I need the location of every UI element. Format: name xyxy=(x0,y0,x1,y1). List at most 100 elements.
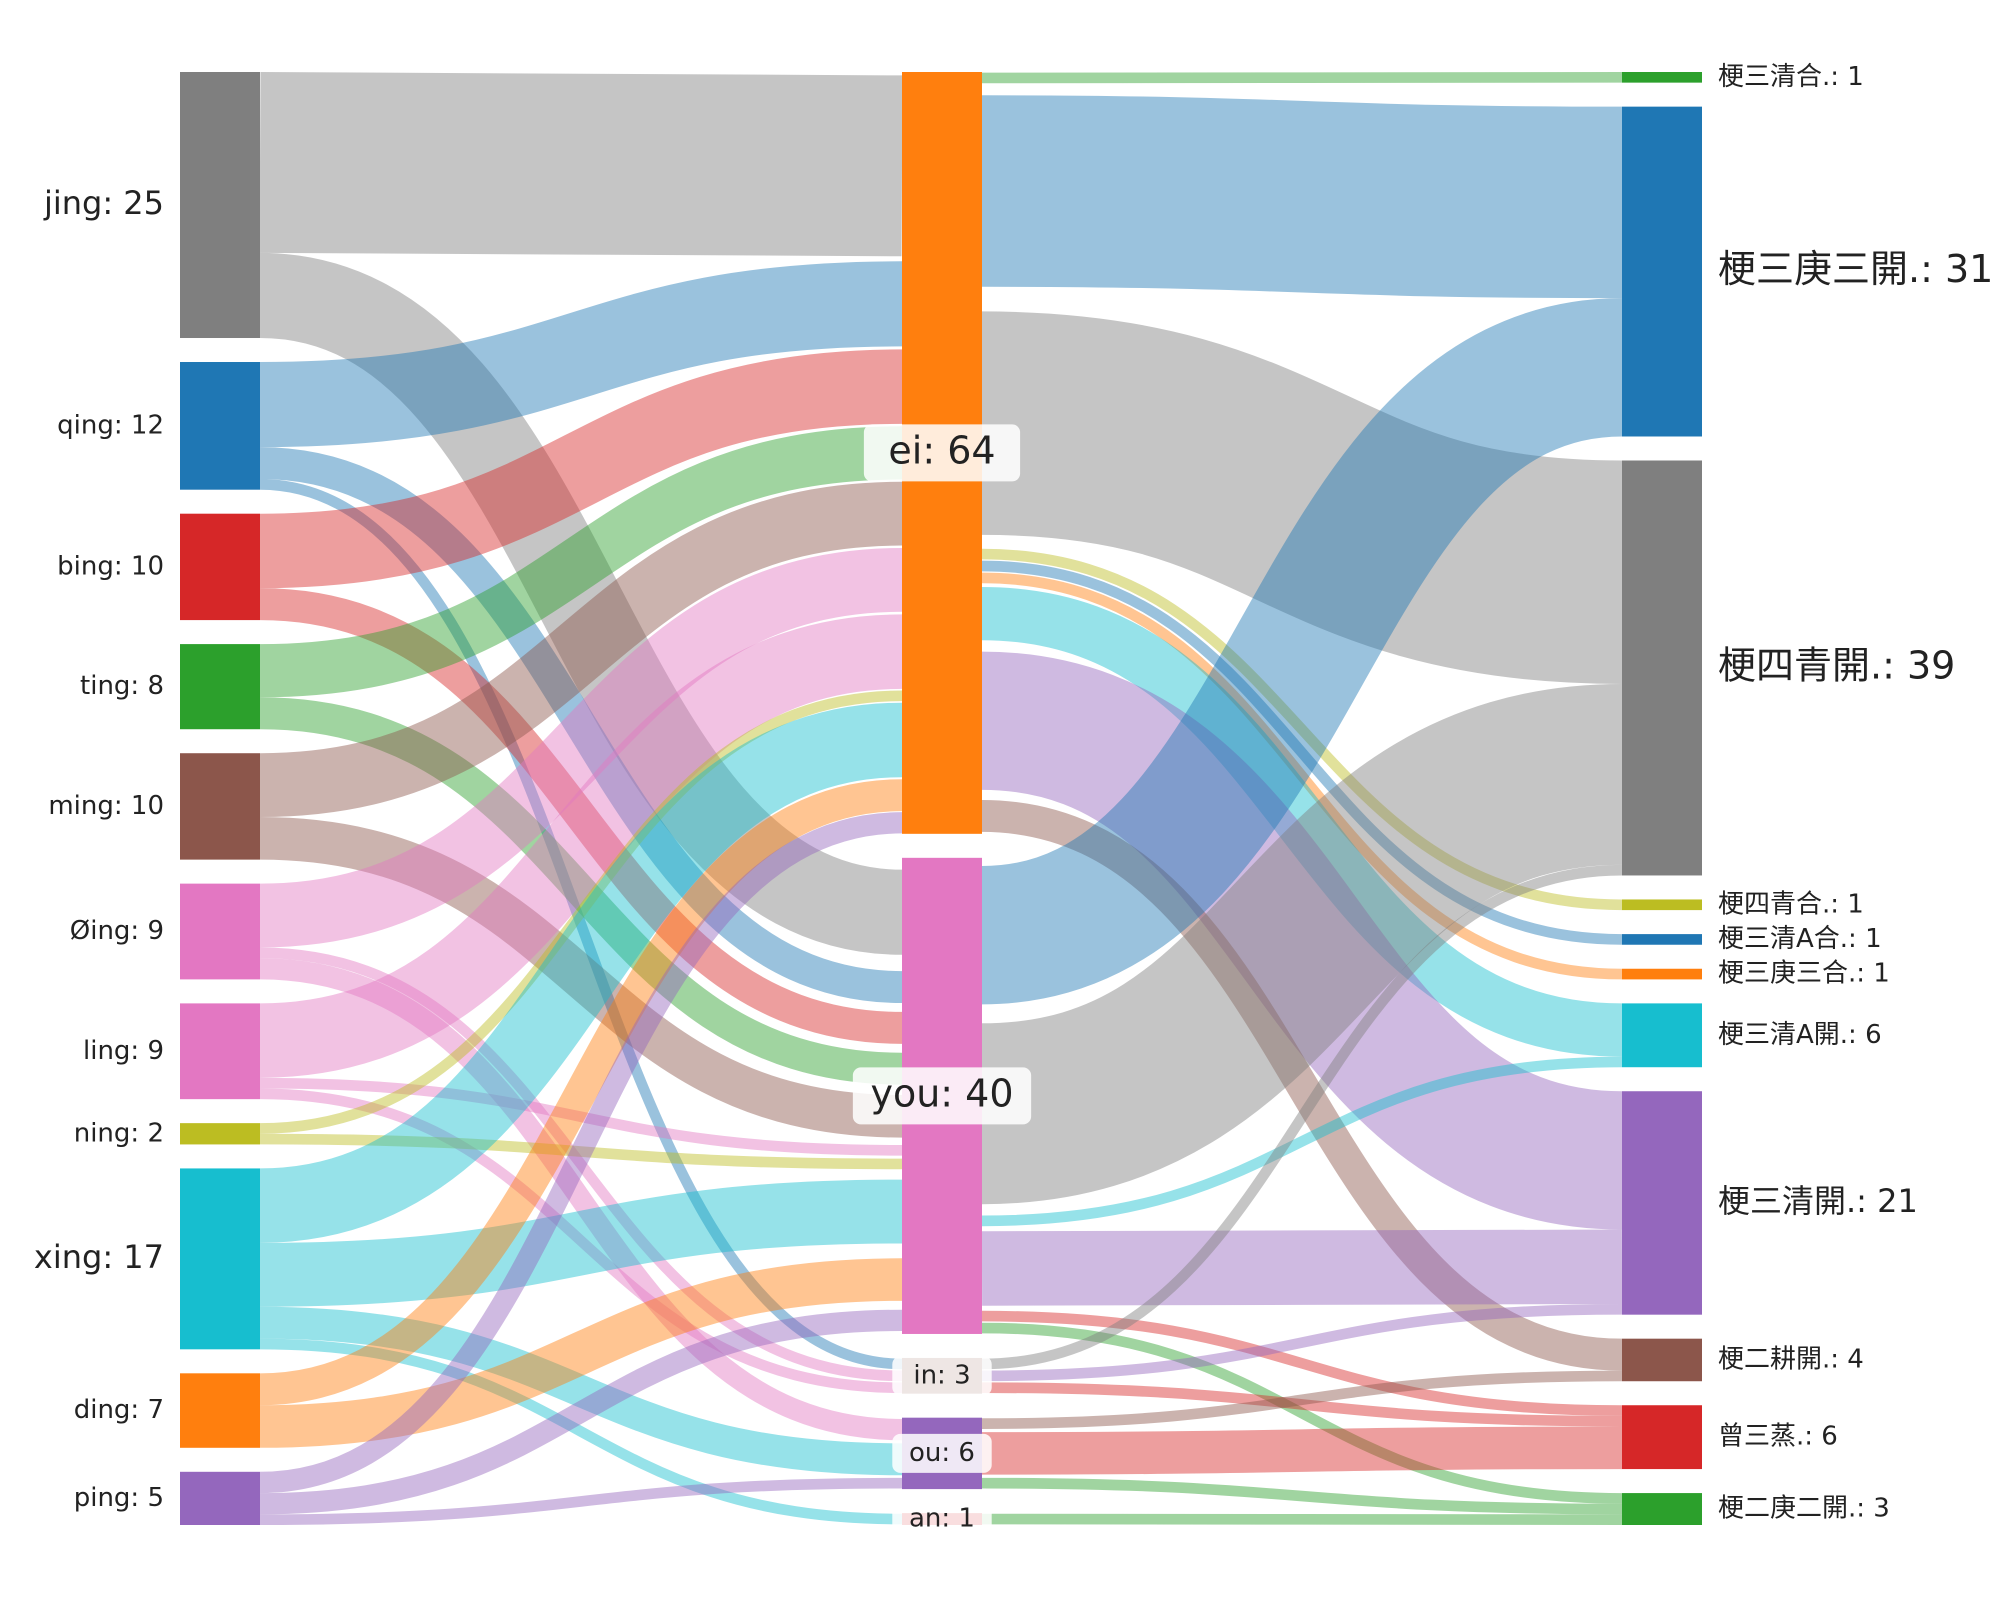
link-ei-r_erkeng xyxy=(981,800,1623,1371)
sankey-links xyxy=(258,72,1625,1526)
link-ei-r_genghe xyxy=(981,572,1623,980)
link-you-r_siqing xyxy=(979,683,1625,1205)
link-you-r_zeng xyxy=(981,1310,1623,1416)
node-label-ei: ei: 64 xyxy=(888,428,995,472)
link-qing-in xyxy=(259,479,903,1370)
node-ding xyxy=(180,1373,260,1448)
link-ei-r_siqing xyxy=(981,311,1623,684)
node-label-r_zeng: 曾三蒸.: 6 xyxy=(1718,1422,1838,1452)
link-bing-ei xyxy=(259,349,903,589)
link-ou-r_ergeng xyxy=(981,1477,1623,1515)
link-xing-ou xyxy=(259,1306,903,1476)
node-label-0ing: Øing: 9 xyxy=(70,916,164,946)
node-r_gengkai xyxy=(1622,106,1702,437)
link-0ing-in xyxy=(259,947,903,1382)
link-jing-ei xyxy=(259,72,903,257)
node-ning xyxy=(180,1123,260,1145)
link-ei-r_siqinghe xyxy=(981,548,1623,911)
link-ting-you xyxy=(259,697,903,1085)
node-label-ping: ping: 5 xyxy=(74,1483,164,1513)
node-label-ling: ling: 9 xyxy=(83,1036,164,1066)
node-label-r_qinghe: 梗三清合.: 1 xyxy=(1718,62,1864,92)
node-r_zeng xyxy=(1622,1405,1702,1470)
node-label-an: an: 1 xyxy=(909,1504,975,1534)
node-label-r_erkeng: 梗二耕開.: 4 xyxy=(1718,1344,1864,1374)
link-ling-ei xyxy=(259,614,903,1078)
node-label-bg-in xyxy=(892,1356,992,1396)
node-r_qingAhe xyxy=(1622,934,1702,945)
node-label-bg-an xyxy=(892,1499,992,1539)
node-label-r_siqing: 梗四青開.: 39 xyxy=(1718,643,1955,687)
link-you-r_ergeng xyxy=(981,1322,1623,1504)
link-you-r_qingkai xyxy=(981,1229,1623,1306)
link-ei-r_qingAhe xyxy=(981,560,1623,945)
link-you-r_qingAkai xyxy=(981,1056,1623,1227)
link-ei-r_gengkai xyxy=(981,95,1623,299)
node-bing xyxy=(180,513,260,621)
link-ning-ei xyxy=(259,690,903,1134)
node-label-bing: bing: 10 xyxy=(57,551,164,581)
link-ling-in xyxy=(259,1088,903,1394)
node-r_ergeng xyxy=(1622,1493,1702,1525)
node-label-ning: ning: 2 xyxy=(74,1118,164,1148)
node-label-ting: ting: 8 xyxy=(80,671,164,701)
link-ling-you xyxy=(259,1077,903,1156)
link-0ing-ou xyxy=(259,958,903,1441)
node-ming xyxy=(180,753,260,860)
link-ping-you xyxy=(259,1309,903,1515)
link-ping-ei xyxy=(259,812,903,1494)
node-label-r_genghe: 梗三庚三合.: 1 xyxy=(1718,959,1890,989)
node-label-jing: jing: 25 xyxy=(43,184,164,222)
node-label-qing: qing: 12 xyxy=(57,410,164,440)
sankey-labels: jing: 25 qing: 12 bing: 10 ting: 8 ming: 10 Ø… xyxy=(34,62,1993,1539)
node-r_genghe xyxy=(1622,968,1702,980)
node-r_qinghe xyxy=(1622,72,1702,83)
link-in-r_qingkai xyxy=(981,1304,1623,1382)
link-xing-ei xyxy=(259,702,903,1243)
node-label-r_qingkai: 梗三清開.: 21 xyxy=(1718,1182,1918,1220)
node-ping xyxy=(180,1471,260,1525)
node-qing xyxy=(180,362,260,490)
node-label-ding: ding: 7 xyxy=(74,1395,164,1425)
node-ting xyxy=(180,644,260,730)
link-ou-r_erkeng xyxy=(981,1370,1623,1429)
node-ling xyxy=(180,1003,260,1100)
link-an-r_ergeng xyxy=(981,1513,1623,1526)
link-you-r_gengkai xyxy=(979,298,1625,1005)
link-xing-you xyxy=(259,1179,903,1307)
node-label-r_qingAkai: 梗三清A開.: 6 xyxy=(1718,1020,1882,1050)
node-label-r_ergeng: 梗二庚二開.: 3 xyxy=(1718,1494,1890,1524)
link-bing-you xyxy=(259,588,903,1044)
link-ou-r_zeng xyxy=(981,1426,1623,1475)
node-r_qingkai xyxy=(1622,1091,1702,1315)
node-label-in: in: 3 xyxy=(913,1360,970,1390)
node-label-r_qingAhe: 梗三清A合.: 1 xyxy=(1718,924,1882,954)
link-0ing-ei xyxy=(259,547,903,948)
node-r_siqing xyxy=(1622,460,1702,876)
link-in-r_siqing xyxy=(981,864,1623,1370)
link-in-r_zeng xyxy=(981,1382,1623,1427)
node-label-xing: xing: 17 xyxy=(34,1238,164,1276)
node-r_siqinghe xyxy=(1622,899,1702,911)
node-label-r_siqinghe: 梗四青合.: 1 xyxy=(1718,889,1864,919)
link-jing-you xyxy=(258,252,904,955)
link-qing-ei xyxy=(259,261,903,448)
link-qing-you xyxy=(259,447,903,1004)
link-ming-you xyxy=(259,817,903,1138)
node-label-bg-ei xyxy=(863,424,1021,482)
link-ning-you xyxy=(259,1133,903,1170)
link-ei-r_qingAkai xyxy=(981,587,1623,1057)
node-label-r_gengkai: 梗三庚三開.: 31 xyxy=(1718,247,1993,291)
node-label-you: you: 40 xyxy=(870,1071,1013,1115)
link-ting-ei xyxy=(259,426,903,698)
link-xing-an xyxy=(259,1338,903,1525)
node-xing xyxy=(180,1168,260,1350)
node-label-ou: ou: 6 xyxy=(909,1438,975,1468)
node-r_qingAkai xyxy=(1622,1003,1702,1068)
link-ei-r_qingkai xyxy=(979,651,1625,1230)
node-jing xyxy=(180,72,260,339)
node-label-bg-you xyxy=(852,1067,1032,1125)
link-ding-ei xyxy=(259,779,903,1406)
node-0ing xyxy=(180,883,260,980)
link-ei-r_qinghe xyxy=(981,72,1623,84)
